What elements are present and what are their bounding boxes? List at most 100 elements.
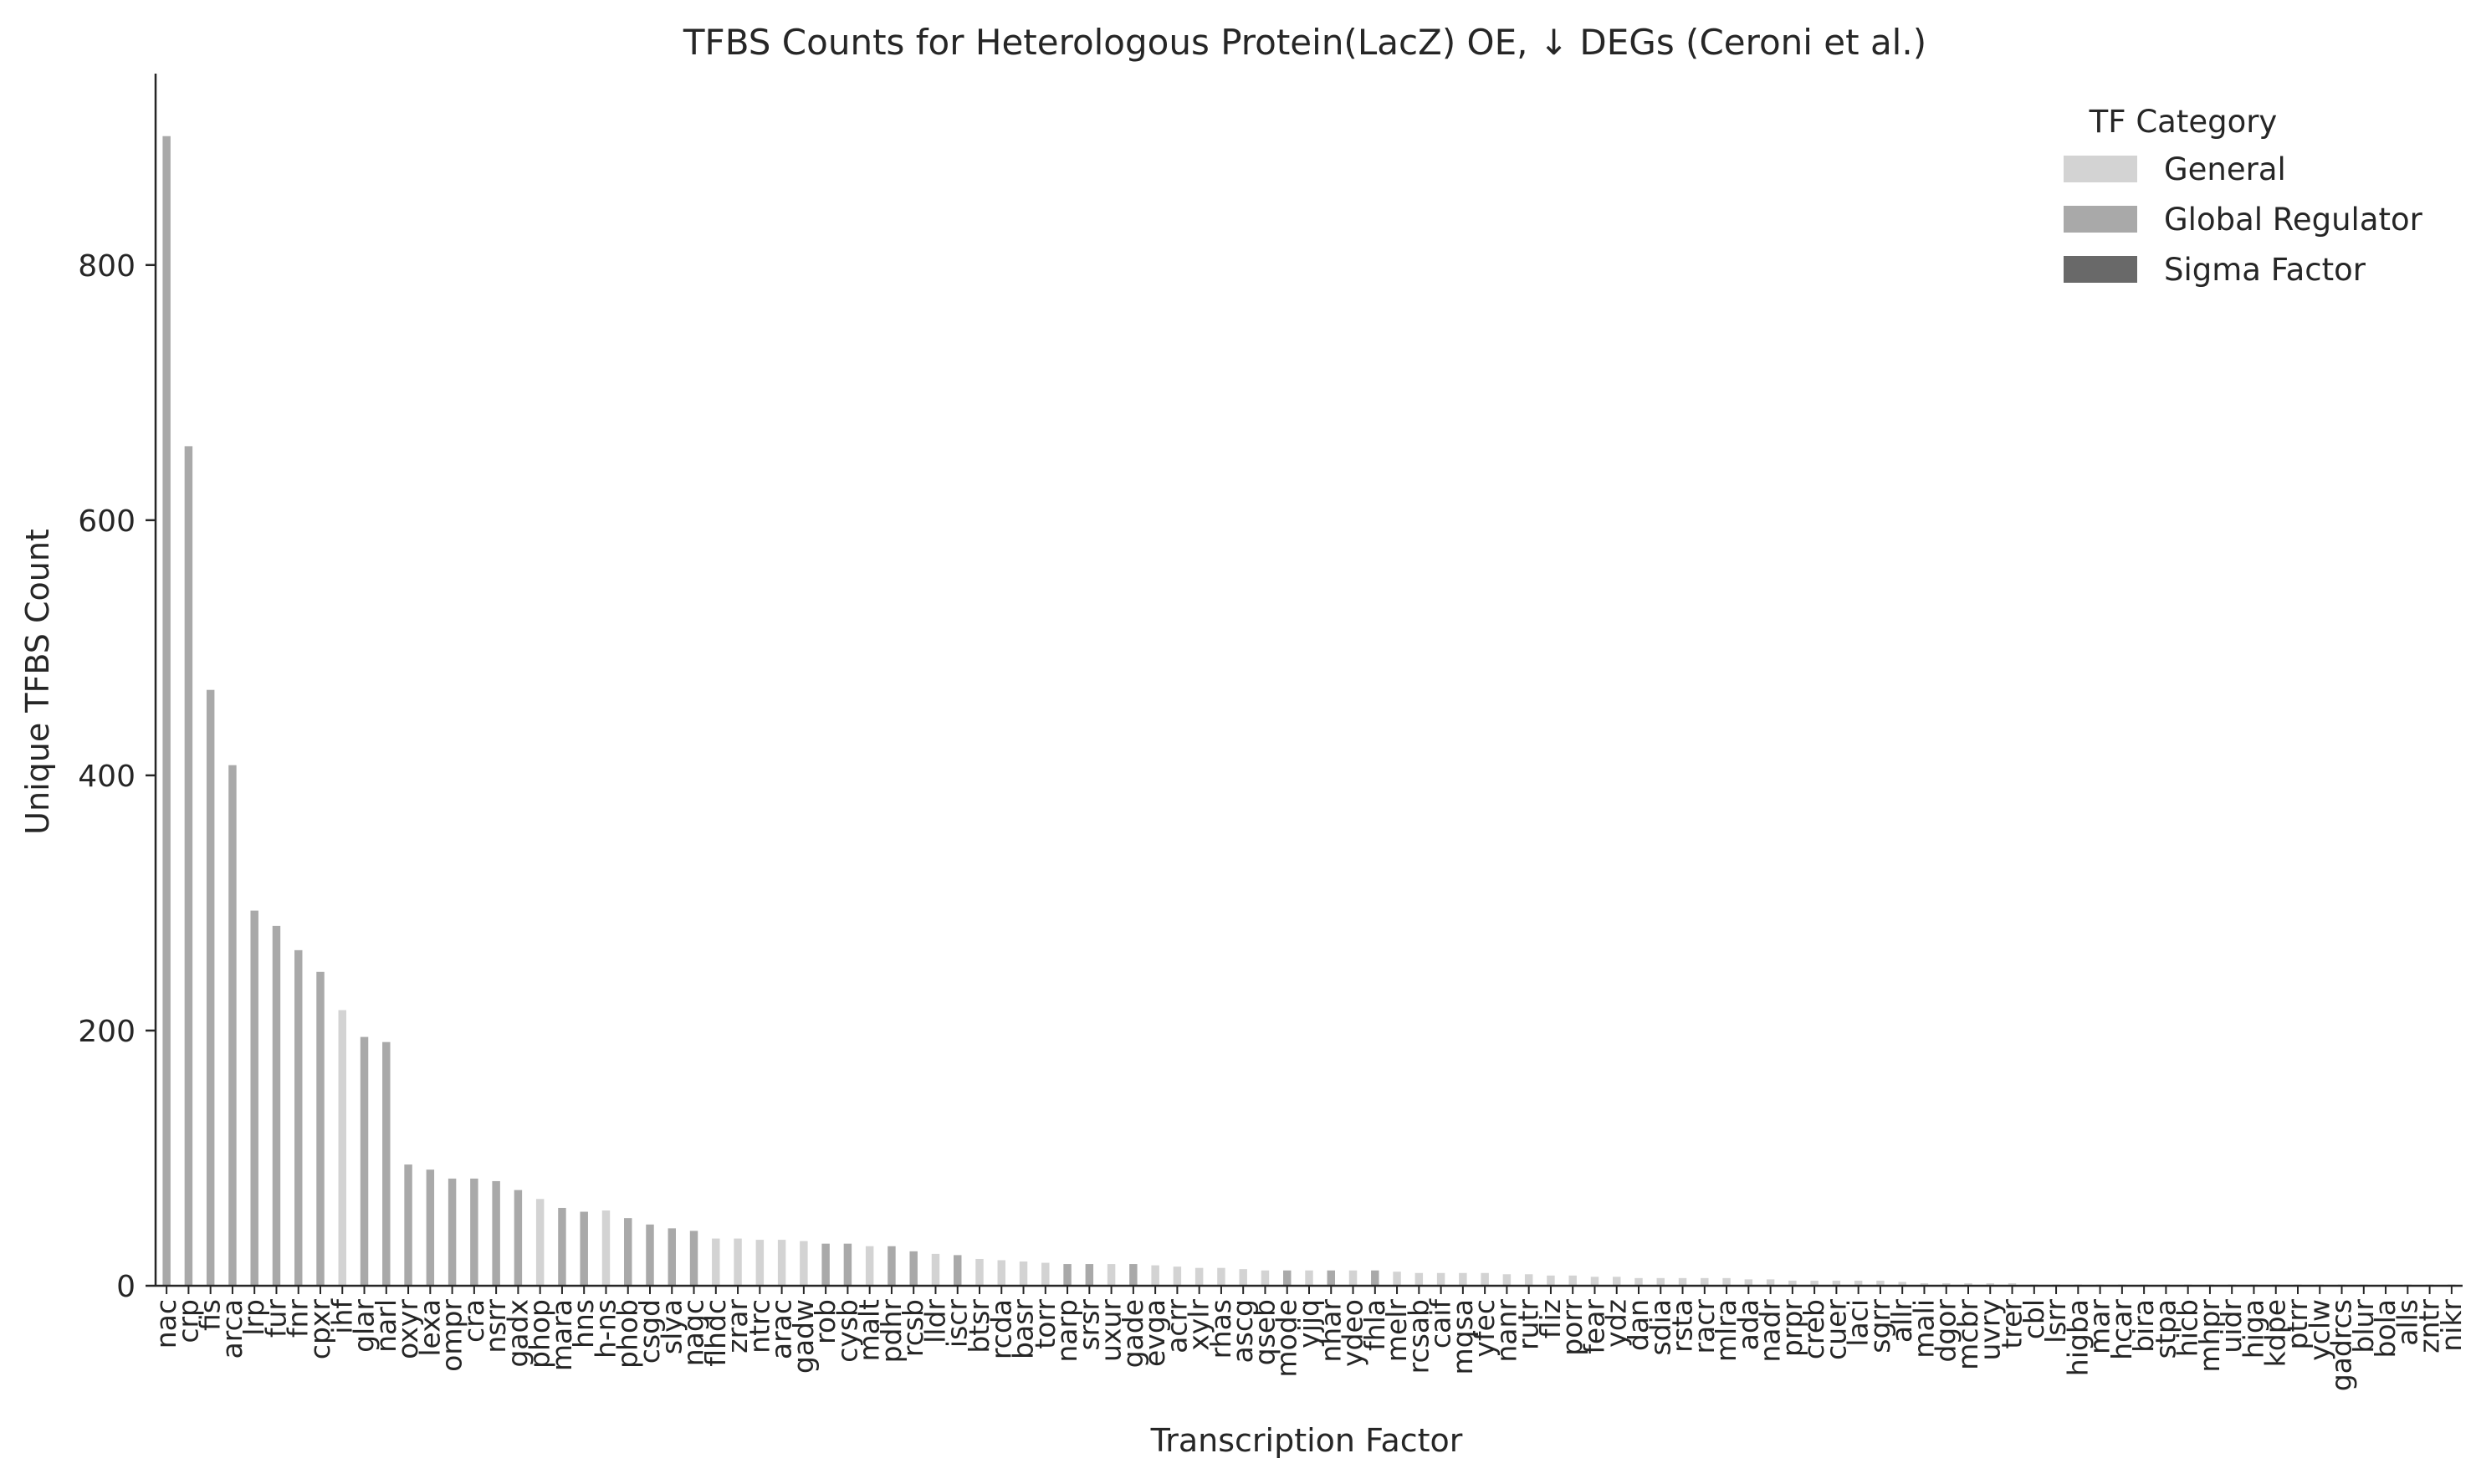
x-tick-label: ompr xyxy=(436,1299,468,1372)
x-tick-label: dgor xyxy=(1930,1299,1962,1363)
legend-title: TF Category xyxy=(2089,104,2278,140)
x-tick-label: mhpr xyxy=(2193,1299,2226,1373)
x-tick-label: crp xyxy=(171,1299,204,1343)
x-tick-label: narp xyxy=(1051,1299,1083,1363)
x-tick-label: racr xyxy=(1688,1299,1721,1354)
x-tick-label: mali xyxy=(1907,1299,1940,1359)
x-tick-label: cysb xyxy=(831,1299,863,1363)
x-tick-label: ydeo xyxy=(1337,1299,1369,1367)
x-tick-label: prpr xyxy=(1776,1299,1808,1357)
x-tick-label: allr xyxy=(1885,1299,1918,1343)
x-tick-label: phop xyxy=(524,1299,556,1369)
bar-acrr xyxy=(1173,1267,1182,1286)
bar-nhar xyxy=(1327,1270,1335,1286)
bar-rhas xyxy=(1217,1267,1225,1286)
bar-mara xyxy=(558,1207,566,1286)
x-tick-label: pdhr xyxy=(875,1299,908,1364)
bar-ydz xyxy=(1613,1277,1621,1286)
bar-fhla xyxy=(1371,1270,1379,1286)
bar-uvry xyxy=(1986,1282,1994,1286)
bar-glar xyxy=(360,1036,369,1286)
bar-h-ns xyxy=(601,1210,611,1286)
bar-melr xyxy=(1393,1272,1401,1286)
x-tick-label: stpa xyxy=(2149,1299,2182,1359)
x-tick-label: rutr xyxy=(1512,1299,1545,1350)
bar-sdia xyxy=(1656,1277,1665,1286)
x-tick-label: rcsb xyxy=(897,1299,929,1357)
y-tick-label: 400 xyxy=(78,760,136,794)
bar-sgrr xyxy=(1876,1280,1885,1286)
x-tick-label: ydz xyxy=(1600,1299,1633,1348)
x-tick-label: srsr xyxy=(1072,1299,1105,1351)
bar-fnr xyxy=(294,949,303,1286)
bar-slya xyxy=(668,1228,676,1286)
x-tick-label: zrar xyxy=(721,1299,754,1354)
x-tick-label: mara xyxy=(545,1299,578,1371)
bar-rcsb xyxy=(909,1251,918,1286)
bar-csgd xyxy=(646,1224,654,1286)
x-tick-label: btsr xyxy=(963,1299,995,1354)
x-tick-label: laci xyxy=(1842,1299,1875,1347)
x-tick-label: bira xyxy=(2127,1299,2160,1353)
bar-srsr xyxy=(1085,1264,1094,1286)
bar-flhdc xyxy=(712,1238,720,1286)
x-tick-label: melr xyxy=(1380,1299,1413,1363)
x-tick-label: blur xyxy=(2347,1299,2380,1354)
x-tick-label: hicb xyxy=(2172,1299,2204,1357)
x-tick-label: fis xyxy=(194,1299,227,1331)
x-tick-label: hcar xyxy=(2105,1299,2138,1360)
x-tick-label: slya xyxy=(655,1299,688,1354)
x-tick-label: uxur xyxy=(1095,1299,1128,1362)
x-tick-label: yclw xyxy=(2303,1299,2335,1361)
bar-prpr xyxy=(1788,1280,1797,1286)
x-tick-label: rhas xyxy=(1205,1299,1237,1359)
bar-mode xyxy=(1283,1270,1292,1286)
x-tick-label: mqsa xyxy=(1446,1299,1479,1375)
x-tick-label: higa xyxy=(2237,1299,2269,1359)
bar-cysb xyxy=(843,1243,852,1286)
bar-nadr xyxy=(1766,1279,1775,1286)
legend-swatch-sigma-factor xyxy=(2064,256,2137,283)
x-tick-label: sdia xyxy=(1644,1299,1676,1356)
x-tick-label: sgrr xyxy=(1864,1299,1896,1354)
bar-crp xyxy=(184,446,193,1286)
bar-basr xyxy=(1019,1261,1028,1286)
x-tick-label: lrp xyxy=(238,1299,270,1336)
x-tick-label: nadr xyxy=(1754,1299,1787,1363)
x-tick-label: fur xyxy=(259,1299,292,1338)
x-tick-label: higba xyxy=(2061,1299,2094,1376)
x-tick-label: uvry xyxy=(1973,1299,2006,1361)
x-tick-label: basr xyxy=(1007,1299,1040,1359)
x-tick-label: csgd xyxy=(633,1299,666,1364)
bar-rcsab xyxy=(1414,1272,1424,1286)
bar-fur xyxy=(272,925,281,1286)
plot-area: 0200400600800naccrpfisarcalrpfurfnrcpxri… xyxy=(78,74,2468,1391)
y-axis-label: Unique TFBS Count xyxy=(19,529,56,835)
bar-porr xyxy=(1568,1275,1577,1286)
bar-gadw xyxy=(800,1241,808,1286)
x-tick-label: glar xyxy=(348,1299,381,1353)
bar-nac xyxy=(162,136,171,1287)
x-tick-label: yjjq xyxy=(1292,1299,1325,1348)
legend: TF Category General Global Regulator Sigma… xyxy=(2064,104,2423,288)
y-tick-label: 600 xyxy=(78,504,136,539)
legend-swatch-general xyxy=(2064,156,2137,182)
x-tick-label: xylr xyxy=(1183,1299,1215,1351)
x-tick-label: dan xyxy=(1622,1299,1655,1351)
bar-torr xyxy=(1041,1262,1050,1286)
x-tick-label: evga xyxy=(1138,1299,1171,1367)
x-tick-label: rcda xyxy=(985,1299,1017,1359)
bar-ydeo xyxy=(1348,1270,1358,1286)
bar-ihf xyxy=(338,1010,346,1286)
legend-label: General xyxy=(2164,151,2286,187)
x-tick-label: rob xyxy=(809,1299,841,1344)
legend-swatch-global-regulator xyxy=(2064,206,2137,233)
x-tick-label: nac xyxy=(150,1299,182,1348)
x-tick-label: arac xyxy=(765,1299,798,1359)
x-tick-label: nagc xyxy=(678,1299,710,1366)
x-tick-label: mar xyxy=(2084,1299,2116,1354)
bar-nsrr xyxy=(492,1180,500,1286)
x-tick-label: alls xyxy=(2391,1299,2423,1346)
